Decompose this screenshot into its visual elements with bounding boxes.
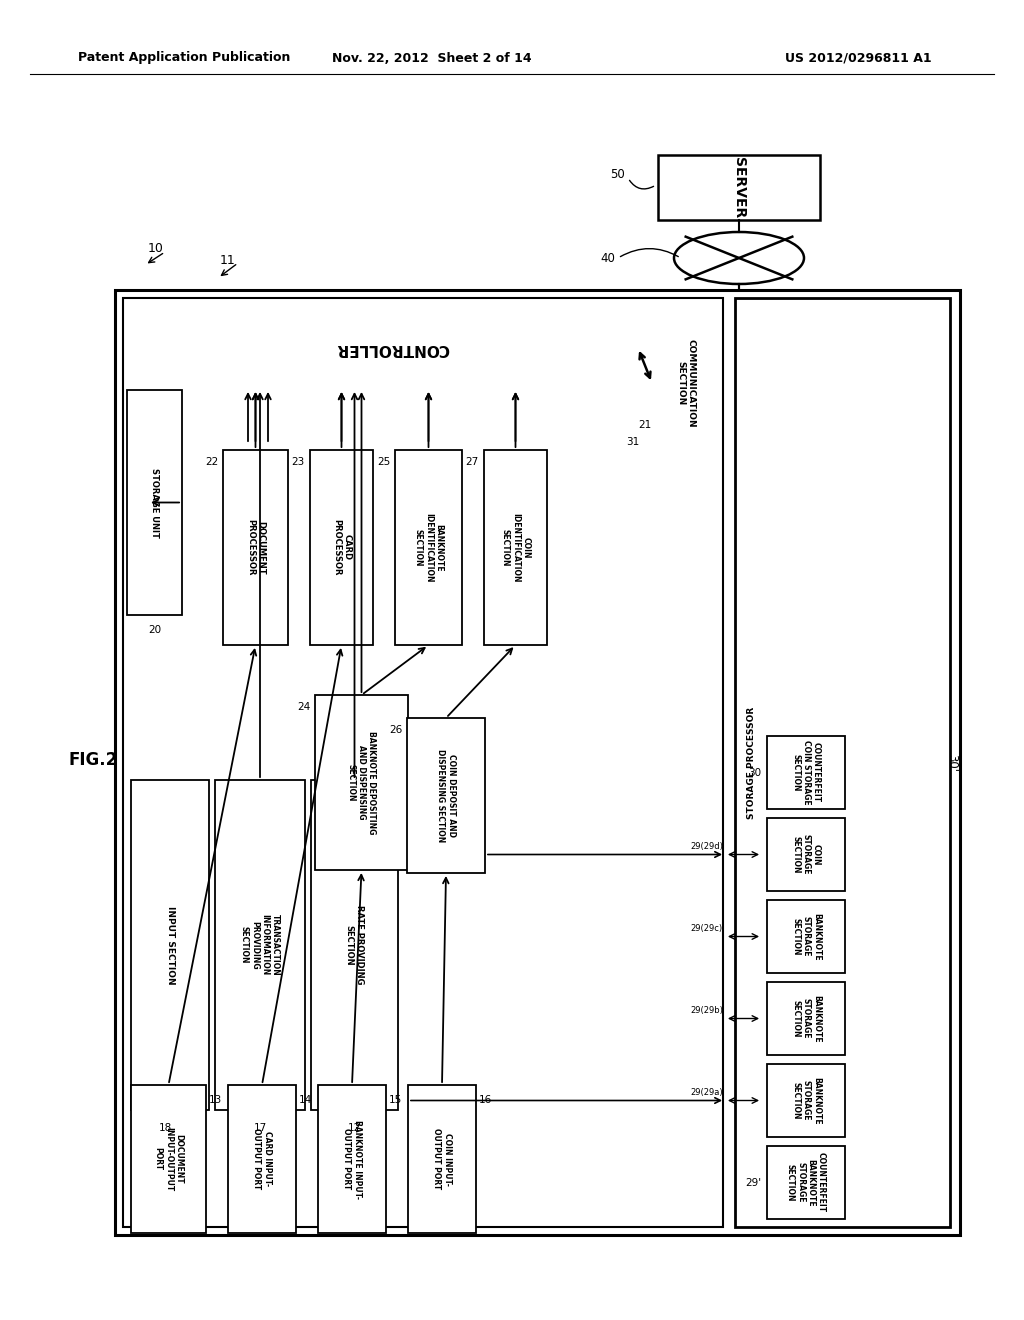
Bar <box>115 290 961 1236</box>
Text: 30: 30 <box>748 767 761 777</box>
Text: 13: 13 <box>209 1096 222 1105</box>
Bar <box>310 450 373 645</box>
Text: 16: 16 <box>479 1096 493 1105</box>
Bar <box>407 718 485 873</box>
Bar <box>315 696 408 870</box>
Text: STORAGE UNIT: STORAGE UNIT <box>150 467 159 537</box>
Text: COIN
IDENTIFICATION
SECTION: COIN IDENTIFICATION SECTION <box>501 512 530 582</box>
Bar <box>735 298 950 1228</box>
Bar <box>484 450 547 645</box>
Bar <box>223 450 288 645</box>
Text: Patent Application Publication: Patent Application Publication <box>78 51 291 65</box>
Text: COMMUNICATION
SECTION: COMMUNICATION SECTION <box>676 339 695 428</box>
Text: COIN INPUT-
OUTPUT PORT: COIN INPUT- OUTPUT PORT <box>432 1129 452 1189</box>
Text: 17: 17 <box>253 1123 266 1133</box>
Bar <box>658 154 820 220</box>
Text: 21: 21 <box>638 420 651 430</box>
Text: STORAGE PROCESSOR: STORAGE PROCESSOR <box>746 706 756 818</box>
Text: Nov. 22, 2012  Sheet 2 of 14: Nov. 22, 2012 Sheet 2 of 14 <box>332 51 531 65</box>
Text: COIN
STORAGE
SECTION: COIN STORAGE SECTION <box>792 834 821 875</box>
Text: 40: 40 <box>600 252 615 264</box>
Text: COUNTERFEIT
BANKNOTE
STORAGE
SECTION: COUNTERFEIT BANKNOTE STORAGE SECTION <box>785 1152 826 1213</box>
Text: CARD
PROCESSOR: CARD PROCESSOR <box>332 519 351 576</box>
Text: DOCUMENT
INPUT-OUTPUT
PORT: DOCUMENT INPUT-OUTPUT PORT <box>154 1127 183 1191</box>
Text: 25: 25 <box>377 457 390 467</box>
Text: BANKNOTE DEPOSITING
AND DISPENSING
SECTION: BANKNOTE DEPOSITING AND DISPENSING SECTI… <box>346 731 377 834</box>
Text: 18: 18 <box>159 1123 172 1133</box>
Text: BANKNOTE
STORAGE
SECTION: BANKNOTE STORAGE SECTION <box>792 912 821 961</box>
Text: 30': 30' <box>945 754 958 771</box>
Text: CARD INPUT-
OUTPUT PORT: CARD INPUT- OUTPUT PORT <box>252 1129 271 1189</box>
Text: RATE PROVIDING
SECTION: RATE PROVIDING SECTION <box>345 906 365 985</box>
Text: 29(29c): 29(29c) <box>691 924 723 933</box>
Text: BANKNOTE
STORAGE
SECTION: BANKNOTE STORAGE SECTION <box>792 995 821 1043</box>
Text: SERVER: SERVER <box>732 157 746 218</box>
Text: 15: 15 <box>389 1096 402 1105</box>
Text: 26: 26 <box>389 725 402 735</box>
Bar <box>767 982 845 1055</box>
Text: FIG.2: FIG.2 <box>68 751 118 770</box>
Bar <box>767 1146 845 1218</box>
Bar <box>215 780 305 1110</box>
Bar <box>131 780 209 1110</box>
Text: 24: 24 <box>297 702 310 711</box>
Text: COIN DEPOSIT AND
DISPENSING SECTION: COIN DEPOSIT AND DISPENSING SECTION <box>436 748 456 842</box>
Text: 27: 27 <box>466 457 479 467</box>
Bar <box>652 308 720 459</box>
Text: US 2012/0296811 A1: US 2012/0296811 A1 <box>785 51 932 65</box>
Text: 31: 31 <box>626 437 639 447</box>
Text: BANKNOTE
STORAGE
SECTION: BANKNOTE STORAGE SECTION <box>792 1077 821 1125</box>
Text: BANKNOTE
IDENTIFICATION
SECTION: BANKNOTE IDENTIFICATION SECTION <box>414 512 443 582</box>
Text: 23: 23 <box>292 457 305 467</box>
Bar <box>767 1064 845 1137</box>
Bar <box>767 818 845 891</box>
Text: DOCUMENT
PROCESSOR: DOCUMENT PROCESSOR <box>246 519 265 576</box>
Text: 14: 14 <box>299 1096 312 1105</box>
Text: 29(29a): 29(29a) <box>690 1088 723 1097</box>
Text: CONTROLLER: CONTROLLER <box>336 341 450 355</box>
Text: 20: 20 <box>147 624 161 635</box>
Text: 11: 11 <box>220 253 236 267</box>
Bar <box>127 389 182 615</box>
Bar <box>408 1085 476 1233</box>
Bar <box>311 780 398 1110</box>
Text: TRANSACTION
INFORMATION
PROVIDING
SECTION: TRANSACTION INFORMATION PROVIDING SECTIO… <box>240 915 281 975</box>
Text: 22: 22 <box>205 457 218 467</box>
Text: 50: 50 <box>610 169 625 181</box>
Text: 10: 10 <box>148 242 164 255</box>
Bar <box>228 1085 296 1233</box>
Text: 29': 29' <box>744 1177 761 1188</box>
Bar <box>395 450 462 645</box>
Text: 12: 12 <box>348 1123 361 1133</box>
Bar <box>767 900 845 973</box>
Bar <box>131 1085 206 1233</box>
Text: 29(29b): 29(29b) <box>690 1006 723 1015</box>
Bar <box>123 298 723 1228</box>
Text: 29(29d): 29(29d) <box>690 842 723 851</box>
Bar <box>318 1085 386 1233</box>
Bar <box>767 737 845 809</box>
Text: COUNTERFEIT
COIN STORAGE
SECTION: COUNTERFEIT COIN STORAGE SECTION <box>792 741 821 805</box>
Text: INPUT SECTION: INPUT SECTION <box>166 906 174 985</box>
Text: BANKNOTE INPUT-
OUTPUT PORT: BANKNOTE INPUT- OUTPUT PORT <box>342 1119 361 1199</box>
Bar <box>148 308 638 389</box>
